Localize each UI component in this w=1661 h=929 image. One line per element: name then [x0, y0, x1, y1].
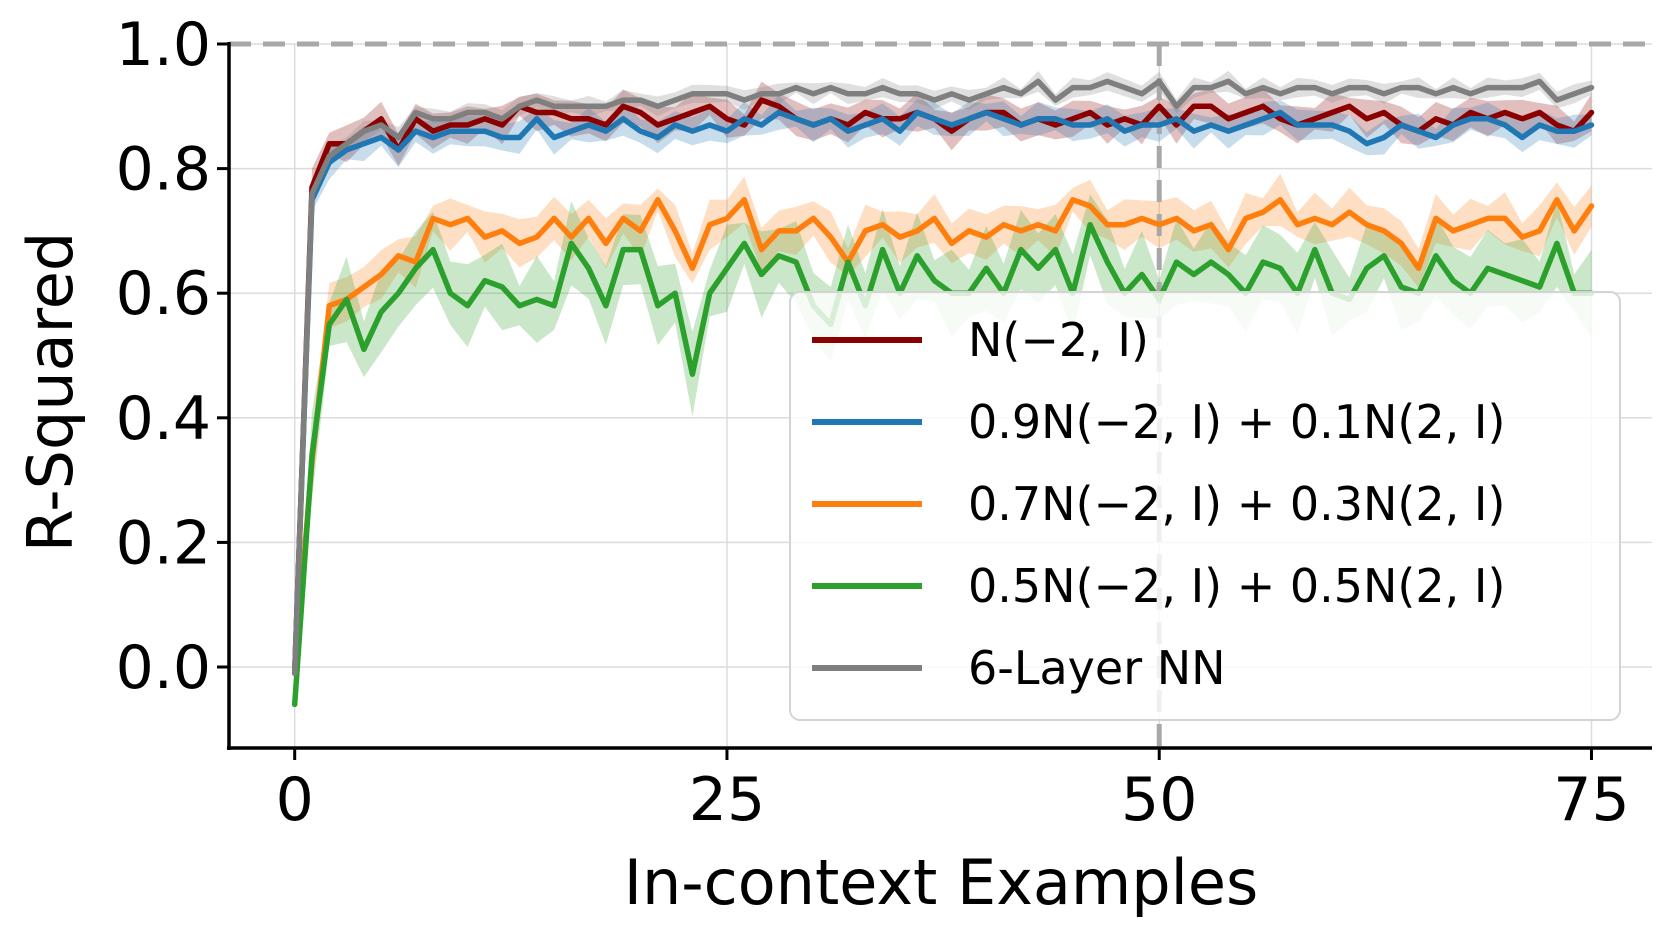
y-axis-label: R-Squared [14, 232, 87, 553]
series-line-3 [291, 221, 1595, 708]
x-tick-label: 50 [1121, 765, 1197, 835]
series-line-2 [291, 197, 1595, 676]
x-tick-label: 0 [276, 765, 314, 835]
legend-entry-label: 0.9N(−2, I) + 0.1N(2, I) [968, 395, 1505, 449]
legend-entry-label: N(−2, I) [968, 313, 1149, 367]
tick-labels: 0.0 0.2 0.4 0.6 0.8 1.0 0 25 50 75 [116, 10, 1630, 835]
legend-box [789, 291, 1621, 721]
x-tick-label: 75 [1553, 765, 1629, 835]
y-tick-label: 0.6 [116, 259, 211, 329]
y-tick-label: 1.0 [116, 10, 211, 80]
legend: N(−2, I) 0.9N(−2, I) + 0.1N(2, I) 0.7N(−2,… [789, 291, 1621, 721]
y-tick-label: 0.8 [116, 135, 211, 205]
series-band-0 [294, 81, 1592, 677]
x-axis-label: In-context Examples [624, 846, 1259, 919]
y-tick-label: 0.4 [116, 384, 211, 454]
series-lines [291, 78, 1595, 708]
legend-entry-label: 6-Layer NN [968, 641, 1226, 695]
y-tick-label: 0.2 [116, 508, 211, 578]
axes [217, 42, 1652, 760]
x-tick-label: 25 [689, 765, 765, 835]
series-line-1 [291, 109, 1595, 676]
y-tick-label: 0.0 [116, 633, 211, 703]
legend-entry-label: 0.7N(−2, I) + 0.3N(2, I) [968, 477, 1505, 531]
series-band-2 [294, 173, 1592, 677]
series-line-4 [291, 78, 1595, 676]
legend-entry-label: 0.5N(−2, I) + 0.5N(2, I) [968, 559, 1505, 613]
